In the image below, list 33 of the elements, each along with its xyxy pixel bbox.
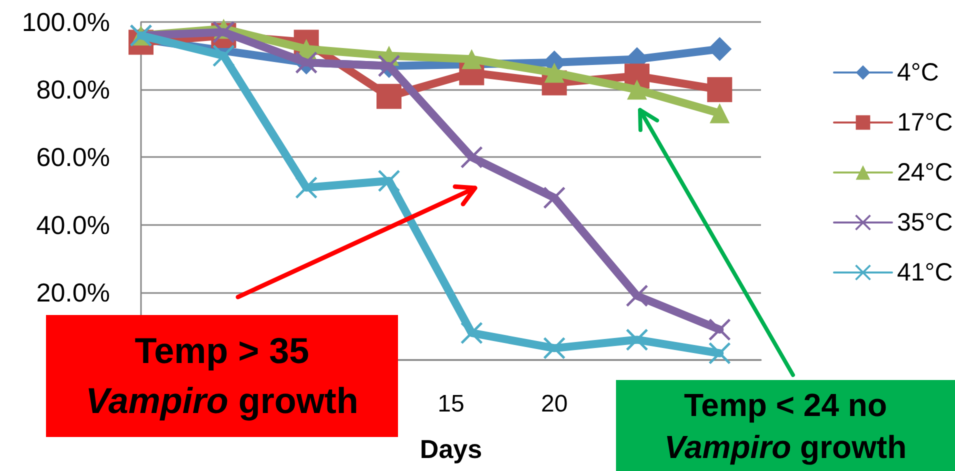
point	[543, 186, 566, 210]
legend-label: 35°C	[897, 208, 953, 236]
point	[212, 44, 235, 68]
y-tick-label: 80.0%	[36, 74, 110, 105]
x-tick-label: 20	[540, 390, 568, 418]
point	[707, 77, 732, 102]
y-tick-label: 20.0%	[36, 277, 110, 308]
callout-box: Temp > 35 Vampiro growth	[46, 315, 398, 437]
point	[710, 103, 730, 124]
point	[376, 84, 402, 109]
point	[212, 20, 235, 44]
point	[295, 176, 318, 199]
point	[378, 170, 400, 192]
y-tick-label: 40.0%	[36, 210, 110, 240]
x-axis-title: Days	[420, 434, 482, 464]
point	[626, 284, 648, 308]
point	[460, 146, 483, 168]
y-tick-label: 60.0%	[36, 142, 110, 172]
callout-box: Temp < 24 no Vampiro growth	[616, 380, 955, 471]
point	[462, 49, 482, 70]
legend-label: 24°C	[897, 158, 953, 186]
annotation: Temp > 35 Vampiro growth	[86, 329, 358, 423]
point	[543, 336, 566, 360]
x-tick-label: 15	[438, 390, 464, 418]
legend-label: 4°C	[897, 58, 939, 86]
legend-label: 41°C	[897, 258, 953, 286]
point	[627, 80, 647, 100]
point	[460, 322, 483, 344]
point	[626, 328, 648, 351]
legend-label: 17°C	[897, 108, 953, 136]
point	[708, 318, 731, 341]
point	[708, 342, 731, 364]
y-tick-label: 100.0%	[22, 7, 110, 37]
